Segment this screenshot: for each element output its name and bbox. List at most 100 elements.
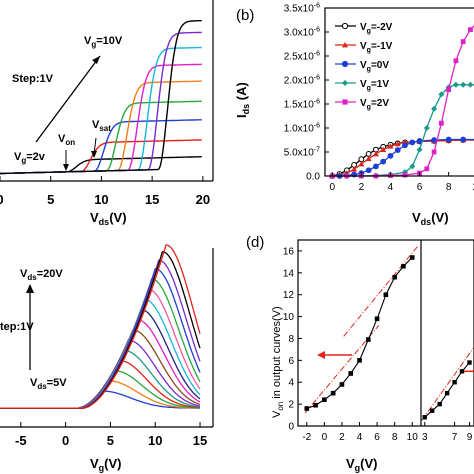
panel-d-point [374,316,380,322]
panel-a-x-tick-label: 15 [145,192,159,207]
panel-d-point [383,292,389,298]
panel-b-legend-label: Vg=-2V [360,22,393,35]
panel-c-step-arrowhead [26,284,34,293]
panel-d-right-fit-line [421,346,474,421]
panel-a-step-label: Step:1V [12,73,54,85]
panel-d-y-label: Von in output curves(V) [271,306,285,418]
panel-b-point [460,39,466,44]
panel-b-x-label: Vds(V) [412,210,449,227]
panel-d-right-x-tick-label: 3 [422,432,428,443]
panel-d-right-x-tick-label: 9 [467,432,473,443]
panel-b-legend-marker [342,99,348,105]
panel-b-point [431,149,437,155]
panel-d-right-point [452,380,457,385]
panel-b-x-tick-label: 2 [359,182,365,193]
panel-d-label: (d) [246,234,264,251]
panel-d-point [339,382,345,387]
panel-d-y-tick-label: 12 [283,290,295,301]
panel-c-vds-max-label: Vds=20V [20,268,63,282]
panel-d-series-line-left [306,257,413,410]
panel-d-frame [297,239,474,427]
panel-a-step-arrow [35,55,101,143]
panel-b-curves [329,25,474,179]
panel-b-point [358,156,365,163]
panel-d-point [409,255,415,260]
panel-a-ticks: 0 5 10 15 20 [0,176,210,207]
panel-b-y-tick-label: 1.0x10-6 [284,123,320,135]
panel-c-x-tick-label: 15 [193,433,207,448]
panel-a-x-tick-label: 0 [0,192,4,207]
panel-d-right-point [422,415,427,420]
panel-c-x-tick-label: 10 [148,433,162,448]
panel-b-x-tick-label: 10 [472,182,474,193]
panel-a-step-arrowhead [92,56,100,64]
panel-d-point [401,263,406,269]
panel-b-point [394,147,401,153]
panel-b-point [372,150,379,157]
panel-b-point [365,167,372,174]
panel-b-point [460,81,467,88]
panel-b-y-tick-label: 5.0x10-7 [284,147,320,159]
panel-d-y-tick-label: 2 [288,400,294,411]
panel-c-x-tick-label: 0 [62,433,69,448]
panel-b-legend-label: Vg=0V [360,60,389,73]
panel-b-point [351,166,358,172]
panel-c-vds-min-label: Vds=5V [30,377,67,391]
panel-d-right-point [444,390,450,396]
panel-b-point [438,120,444,126]
panel-b-point [468,27,473,32]
panel-a-x-tick-label: 10 [94,192,108,207]
panel-b-point [402,142,408,149]
panel-b-point [424,166,430,172]
panel-b-point [365,151,372,157]
panel-b-x-tick-label: 8 [446,182,452,193]
panel-d-x-tick-label: 8 [392,432,398,443]
panel-b-point [467,81,474,88]
panel-d-y-tick-label: 0 [288,422,294,433]
panel-b-y-label: Ids (A) [234,82,251,118]
panel-b-legend-label: Vg=1V [360,79,389,92]
panel-b-series-line-1 [332,139,474,177]
panel-a-vg-min-label: Vg=2v [14,151,46,165]
panel-b-x-tick-label: 0 [329,182,335,193]
panel-d-right-x-tick-label: 7 [452,432,458,443]
panel-d-y-tick-label: 10 [283,312,295,323]
panel-b-point [409,139,416,146]
panel-d-fit-line-high [343,246,418,337]
panel-d-point [313,402,318,408]
panel-b-legend-marker [341,60,349,68]
panel-b-y-tick-label: 2.0x10-6 [284,75,320,87]
panel-b-point [445,136,452,143]
panel-b-ticks: 0 2 4 6 8 10 0.0 5.0x10-7 1.0x10-6 1.5x10-6 2.0x10… [284,3,474,194]
panel-b-point [394,140,401,147]
panel-a-x-tick-label: 5 [47,192,54,207]
panel-b-legend-label: Vg=2V [360,98,389,111]
panel-b-point [452,81,459,88]
panel-d-x-tick-label: 10 [407,432,419,443]
panel-c-x-tick-label: 5 [107,433,114,448]
panel-b-legend-label: Vg=-1V [360,41,393,54]
panel-d-marks [304,246,474,421]
panel-a: 0 5 10 15 20 Vg=10V Step:1V Vg=2v Von Vsat V… [0,0,214,227]
panel-a-vg-max-label: Vg=10V [84,35,123,49]
panel-b-point [365,155,372,162]
panel-d-x-tick-label: 2 [339,432,345,443]
panel-b-point [416,146,423,153]
panel-d-y-tick-label: 14 [283,268,295,279]
panel-b-point [373,163,379,170]
panel-d-right-point [429,408,435,413]
panel-b-point [431,105,438,112]
panel-d-y-tick-label: 16 [283,246,295,257]
panel-c-step-label: tep:1V [0,321,34,333]
panel-d-y-tick-label: 6 [288,356,294,367]
panel-b-y-tick-label: 1.5x10-6 [284,99,320,111]
panel-d-point [322,397,327,403]
panel-b-frame [324,7,474,177]
panel-d-x-tick-label: -2 [302,432,311,443]
panel-c-curve-vds-20 [0,244,201,409]
panel-d-right-point [459,369,465,374]
